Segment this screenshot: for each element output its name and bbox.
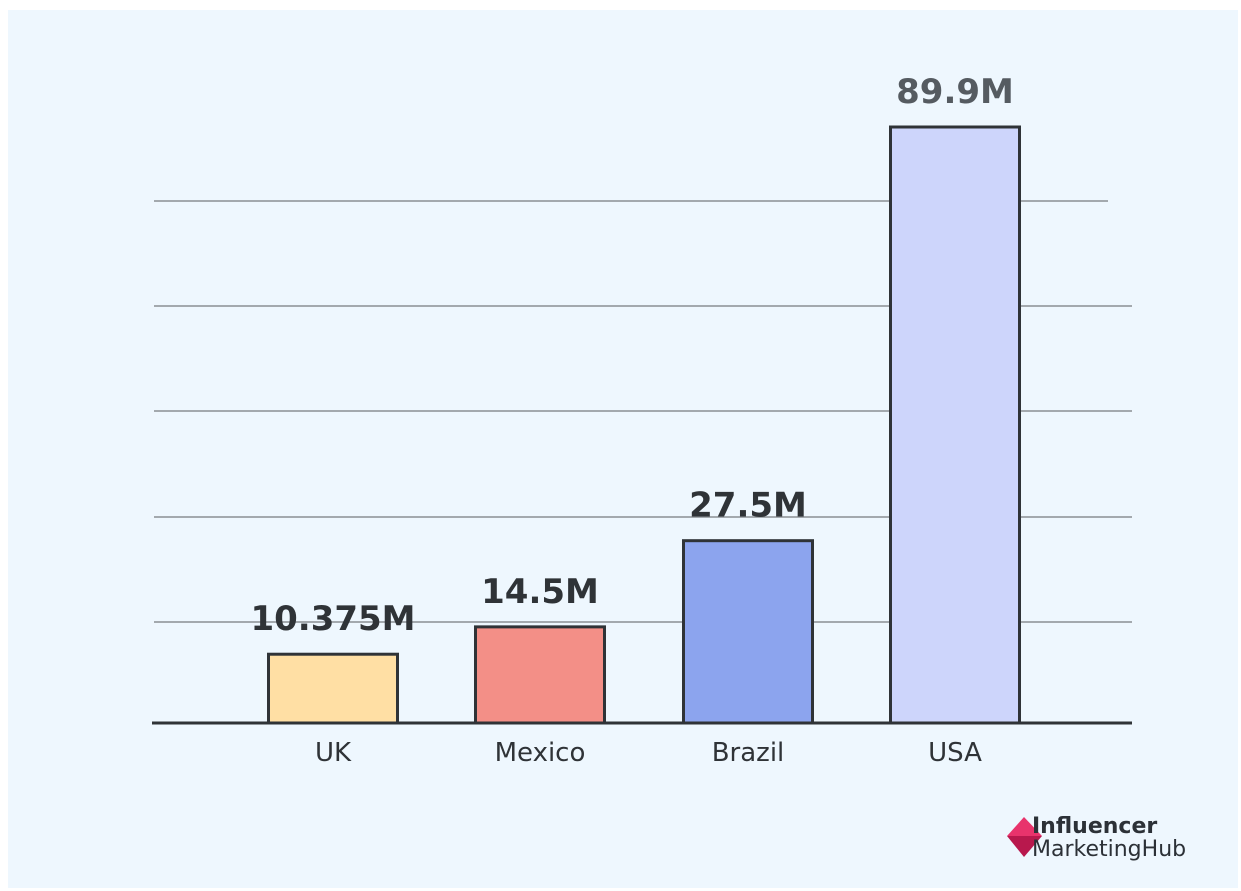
category-label-uk: UK xyxy=(315,738,352,768)
value-label-mexico: 14.5M xyxy=(481,572,599,612)
bar-uk xyxy=(267,652,399,725)
logo-line2: MarketingHub xyxy=(1032,837,1186,862)
chart-frame xyxy=(8,10,1238,888)
bar-brazil xyxy=(682,539,814,725)
category-label-brazil: Brazil xyxy=(712,738,785,768)
logo-line1: Influencer xyxy=(1032,814,1157,839)
influencer-marketing-hub-logo: Influencer MarketingHub xyxy=(1007,814,1186,862)
bar-usa xyxy=(889,125,1021,725)
bar-mexico xyxy=(474,625,606,725)
labels: 10.375M UK 14.5M Mexico 27.5M Brazil 89.9M USA xyxy=(250,72,1013,768)
value-label-usa: 89.9M xyxy=(896,72,1014,112)
value-label-uk: 10.375M xyxy=(250,599,415,639)
category-label-mexico: Mexico xyxy=(495,738,586,768)
category-label-usa: USA xyxy=(928,738,982,768)
bars xyxy=(267,125,1021,725)
logo-mark-icon xyxy=(1007,817,1042,836)
value-label-brazil: 27.5M xyxy=(689,486,807,526)
